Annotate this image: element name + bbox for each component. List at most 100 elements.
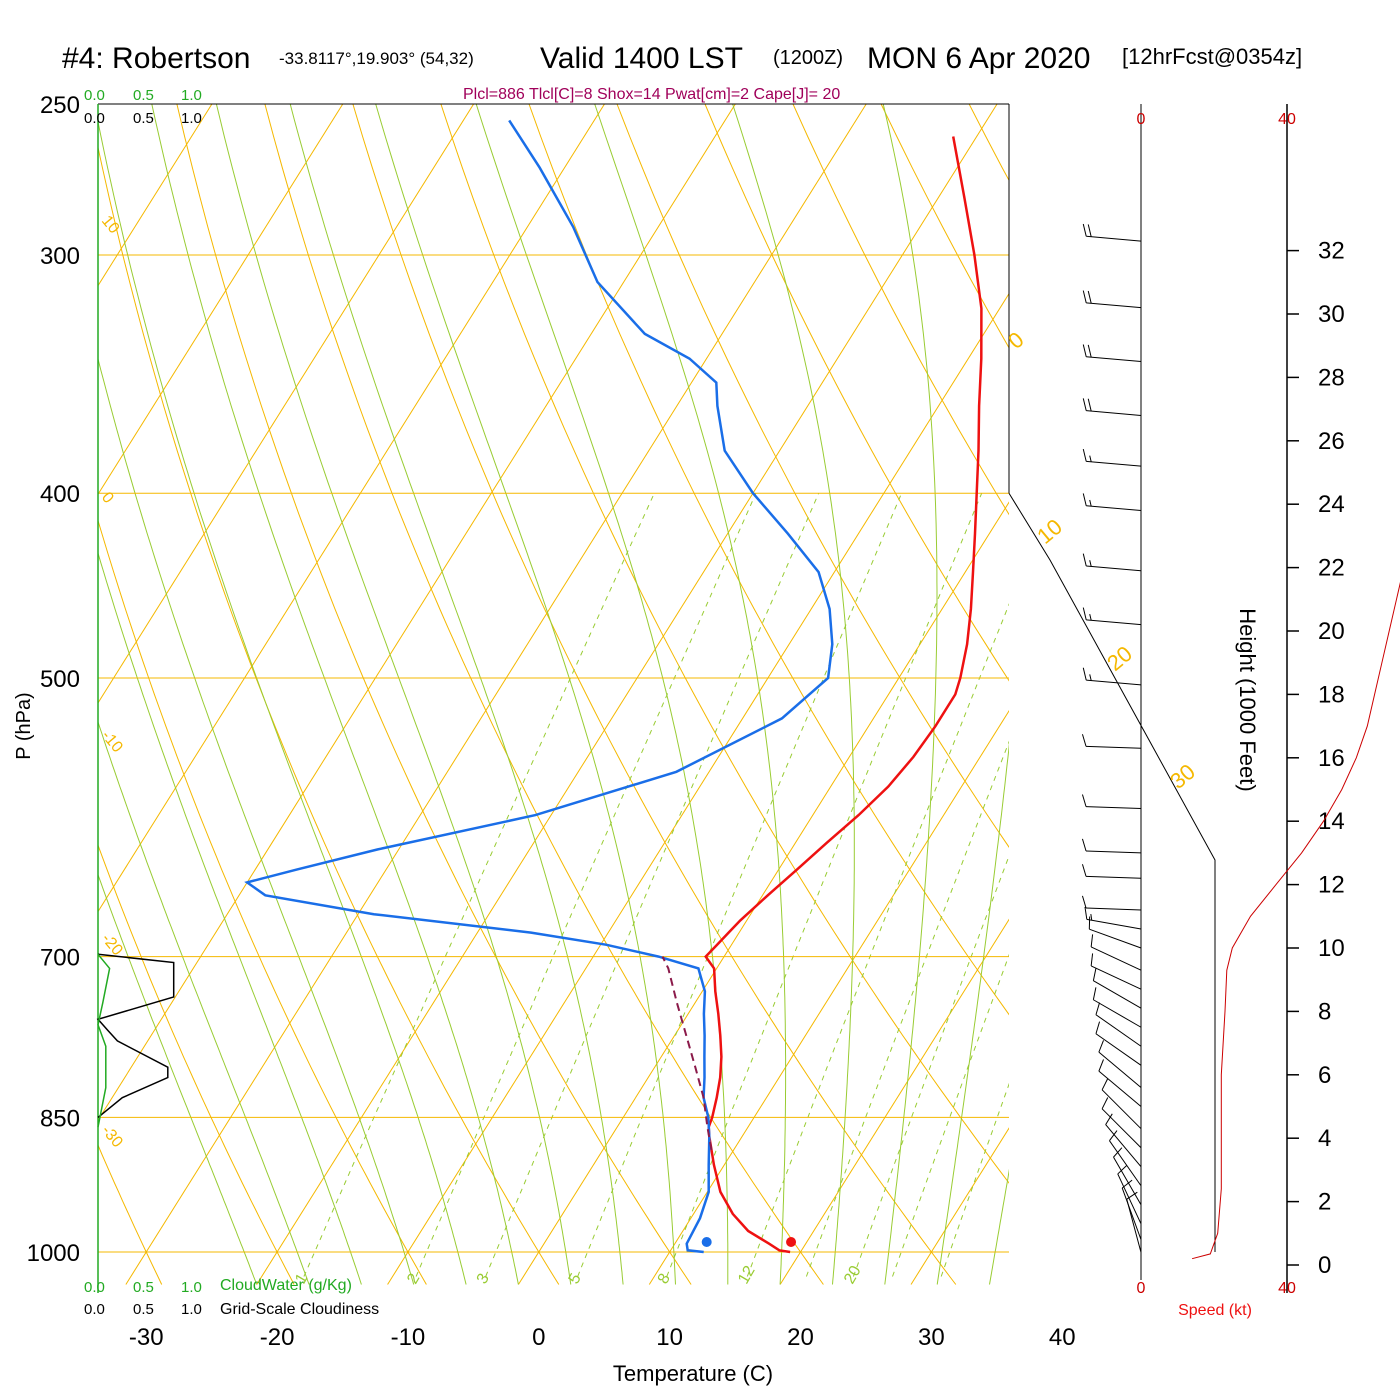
pressure-tick-label: 500 xyxy=(40,666,80,693)
cloudiness-bottom-tick-0: 0.0 xyxy=(84,1301,105,1318)
wind-barb-flag xyxy=(1109,1130,1118,1141)
wind-barb xyxy=(1092,987,1142,1028)
wind-barb-flag xyxy=(1087,290,1092,304)
wind-barb-staff xyxy=(1101,1089,1142,1130)
mixing-ratio-label: 8 xyxy=(655,1271,674,1287)
wind-barb-flag xyxy=(1095,1021,1101,1034)
speed-top-tick-label: 40 xyxy=(1278,111,1296,128)
mixing-ratio-label: 3 xyxy=(474,1271,493,1287)
wind-barb xyxy=(1126,1191,1142,1253)
wind-barb-staff xyxy=(1093,980,1142,1009)
isotherm-label: -10 xyxy=(98,727,126,756)
mixing-ratio-line xyxy=(852,854,1009,1277)
wind-barb xyxy=(1098,1040,1142,1088)
moist-adiabat xyxy=(98,551,362,1285)
wind-barb xyxy=(1082,290,1142,309)
isotherm-lines xyxy=(98,104,1009,1285)
zulu-time: (1200Z) xyxy=(773,47,843,69)
wind-barb-flag xyxy=(1082,223,1087,237)
mixing-ratio-line xyxy=(577,493,903,1277)
height-tick-label: 16 xyxy=(1318,745,1345,772)
wind-barb-flag xyxy=(1101,1097,1109,1110)
isotherm-line xyxy=(98,104,344,496)
wind-barb-flag xyxy=(1121,1179,1133,1189)
wind-barb xyxy=(1088,916,1142,949)
wind-barb xyxy=(1101,1097,1142,1149)
wind-barb-flag xyxy=(1126,1191,1138,1200)
wind-barb xyxy=(1081,734,1142,749)
dry-adiabat xyxy=(352,104,957,1285)
moist-adiabat xyxy=(989,1168,1009,1285)
wind-barb-half-flag xyxy=(1089,674,1092,681)
moist-adiabat xyxy=(882,104,938,1285)
moist-adiabat xyxy=(1042,87,1265,1284)
wind-barb-half-flag xyxy=(1089,455,1092,462)
moist-adiabat xyxy=(98,873,258,1285)
wind-barb-flag xyxy=(1082,493,1087,506)
wind-barb-flag xyxy=(1090,934,1094,948)
wind-barb xyxy=(1082,493,1142,512)
wind-barb xyxy=(1081,838,1142,854)
wind-barb-flag xyxy=(1081,734,1087,747)
wind-barb xyxy=(1105,1113,1142,1168)
frame-diagonal xyxy=(1008,492,1216,1252)
height-tick-label: 24 xyxy=(1318,491,1345,518)
mixing-ratio-line xyxy=(805,740,1009,1277)
wind-panel: 0246810121416182022242628303200404080801… xyxy=(1081,104,1400,1297)
height-tick-label: 26 xyxy=(1318,428,1345,455)
mixing-ratio-line xyxy=(940,1082,1009,1277)
wind-barb-staff xyxy=(1101,1108,1142,1149)
cloudwater-top-tick-2: 1.0 xyxy=(181,87,202,104)
wind-barb-flag xyxy=(1095,1002,1101,1015)
wind-barb xyxy=(1082,667,1142,686)
wind-barb xyxy=(1082,398,1142,416)
dry-adiabat xyxy=(1057,104,1400,1285)
wind-barb-staff xyxy=(1098,1070,1142,1107)
parcel-profile xyxy=(661,956,713,1151)
isotherm-line xyxy=(98,104,606,913)
sounding-parameters: Plcl=886 Tlcl[C]=8 Shox=14 Pwat[cm]=2 Ca… xyxy=(463,86,840,103)
valid-time: Valid 1400 LST xyxy=(540,42,743,75)
wind-barb-flag xyxy=(1113,1147,1123,1158)
wind-barb-staff xyxy=(1113,1156,1142,1206)
surface-dewpoint-marker xyxy=(701,1237,712,1247)
moist-adiabat xyxy=(594,104,787,1285)
wind-barb-flag xyxy=(1090,953,1094,967)
wind-barb xyxy=(1113,1147,1142,1206)
wind-barb xyxy=(1090,934,1142,971)
wind-barb-staff xyxy=(1095,1014,1142,1047)
isotherm-label: 0 xyxy=(1003,327,1028,354)
speed-top-tick-label: 0 xyxy=(1137,111,1146,128)
wind-barb-staff xyxy=(1105,1124,1142,1168)
temperature-tick-label: 0 xyxy=(532,1324,545,1351)
mixing-ratio-line xyxy=(303,492,655,1277)
dry-adiabat xyxy=(98,843,295,1285)
dry-adiabat xyxy=(528,104,1009,1016)
mixing-ratio-label: 12 xyxy=(735,1263,759,1287)
surface-temperature-marker xyxy=(786,1237,797,1247)
mixing-ratio-label: 5 xyxy=(566,1271,585,1287)
mixing-ratio-line xyxy=(892,953,1009,1277)
dry-adiabat xyxy=(98,518,427,1285)
wind-barb-flag xyxy=(1087,224,1092,237)
wind-barb-staff xyxy=(1086,410,1142,416)
temperature-tick-label: 30 xyxy=(918,1324,945,1351)
wind-barb-staff xyxy=(1126,1199,1142,1253)
mixing-ratio-line xyxy=(746,603,1009,1277)
cloudwater-bottom-tick-1: 0.5 xyxy=(133,1279,154,1296)
cloudwater-bottom-tick-2: 1.0 xyxy=(181,1279,202,1296)
wind-barb-staff xyxy=(1095,1033,1142,1066)
isotherm-line xyxy=(256,104,998,1285)
moist-adiabat xyxy=(289,104,624,1285)
wind-barb-flag xyxy=(1117,1164,1128,1175)
height-tick-label: 2 xyxy=(1318,1189,1331,1216)
forecast-date: MON 6 Apr 2020 xyxy=(867,42,1090,75)
mixing-ratio-line xyxy=(415,492,757,1277)
cloudiness-profile xyxy=(96,953,175,1118)
mixing-ratio-lines xyxy=(303,492,1009,1277)
moist-adiabat xyxy=(215,104,572,1285)
pressure-tick-label: 1000 xyxy=(27,1240,80,1267)
wind-barb-staff xyxy=(1086,505,1142,512)
wind-barb-staff xyxy=(1086,745,1142,749)
